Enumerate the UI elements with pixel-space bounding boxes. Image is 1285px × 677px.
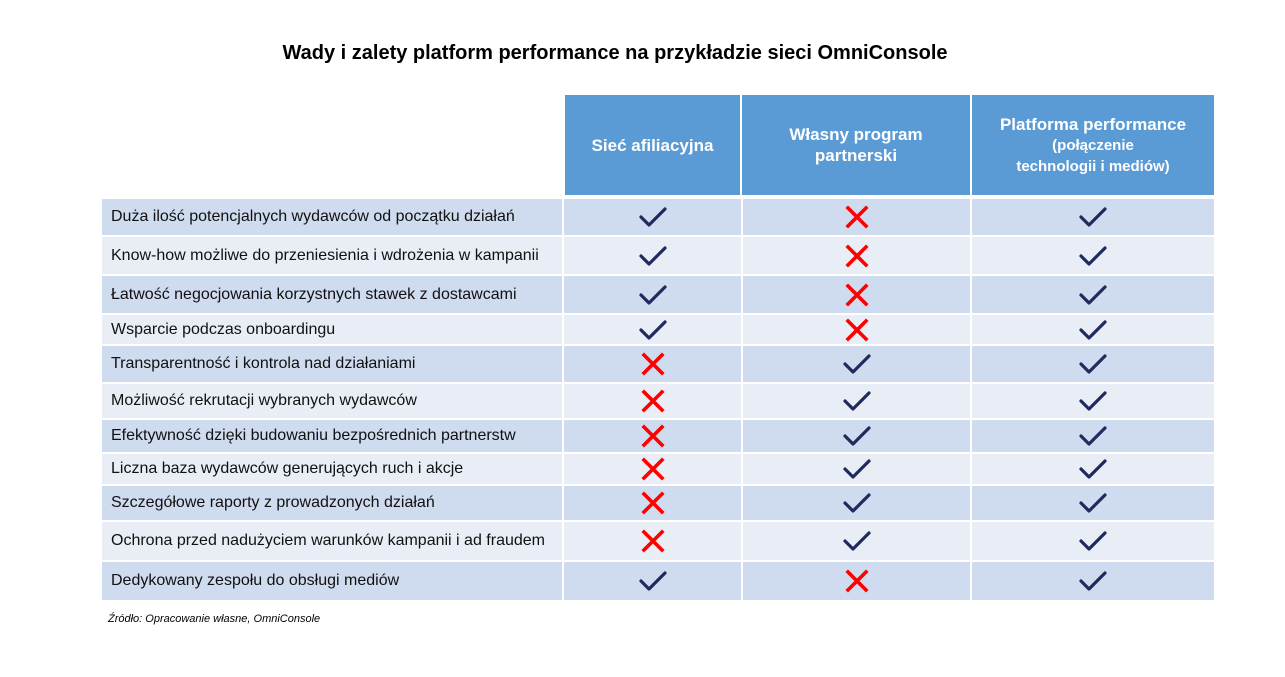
check-icon [842, 389, 872, 413]
table-row: Know-how możliwe do przeniesienia i wdro… [102, 237, 1214, 274]
table-cell [742, 562, 971, 600]
table-cell [564, 346, 741, 382]
cross-icon [845, 569, 869, 593]
table-cell [564, 454, 741, 484]
check-icon [1078, 244, 1108, 268]
cross-icon [640, 424, 665, 448]
page-title: Wady i zalety platform performance na pr… [282, 42, 948, 64]
cross-icon [640, 389, 665, 413]
check-icon [638, 205, 668, 229]
check-icon [638, 283, 668, 307]
table-cell [972, 276, 1214, 313]
table-cell [972, 384, 1214, 418]
column-header-own-program: Własny program partnerski [742, 95, 970, 195]
table-cell [564, 486, 741, 520]
row-label: Transparentność i kontrola nad działania… [102, 346, 563, 382]
table-cell [564, 562, 741, 600]
table-row: Szczegółowe raporty z prowadzonych dział… [102, 486, 1214, 520]
source-note: Źródło: Opracowanie własne, OmniConsole [108, 613, 321, 625]
table-cell [972, 346, 1214, 382]
column-header-affiliate-network: Sieć afiliacyjna [565, 95, 740, 195]
check-icon [1078, 529, 1108, 553]
row-label: Szczegółowe raporty z prowadzonych dział… [102, 486, 563, 520]
table-cell [742, 315, 971, 344]
check-icon [1078, 569, 1108, 593]
table-row: Wsparcie podczas onboardingu [102, 315, 1214, 344]
row-label: Know-how możliwe do przeniesienia i wdro… [102, 237, 563, 274]
table-cell [564, 237, 741, 274]
cross-icon [640, 457, 665, 481]
table-cell [564, 199, 741, 235]
check-icon [638, 569, 668, 593]
cross-icon [640, 352, 665, 376]
table-cell [742, 522, 971, 560]
row-label: Liczna baza wydawców generujących ruch i… [102, 454, 563, 484]
check-icon [1078, 205, 1108, 229]
table-cell [742, 276, 971, 313]
table-cell [972, 420, 1214, 452]
check-icon [842, 529, 872, 553]
row-label: Wsparcie podczas onboardingu [102, 315, 563, 344]
table-row: Duża ilość potencjalnych wydawców od poc… [102, 199, 1214, 235]
check-icon [1078, 457, 1108, 481]
table-cell [972, 237, 1214, 274]
table-row: Łatwość negocjowania korzystnych stawek … [102, 276, 1214, 313]
table-row: Ochrona przed nadużyciem warunków kampan… [102, 522, 1214, 560]
check-icon [842, 491, 872, 515]
check-icon [1078, 318, 1108, 342]
table-cell [972, 199, 1214, 235]
table-row: Dedykowany zespołu do obsługi mediów [102, 562, 1214, 600]
check-icon [842, 457, 872, 481]
table-cell [972, 522, 1214, 560]
row-label: Duża ilość potencjalnych wydawców od poc… [102, 199, 563, 235]
table-cell [564, 315, 741, 344]
table-row: Możliwość rekrutacji wybranych wydawców [102, 384, 1214, 418]
row-label: Dedykowany zespołu do obsługi mediów [102, 562, 563, 600]
cross-icon [845, 243, 869, 268]
row-label: Możliwość rekrutacji wybranych wydawców [102, 384, 563, 418]
table-cell [564, 420, 741, 452]
table-cell [742, 199, 971, 235]
check-icon [638, 318, 668, 342]
table-row: Efektywność dzięki budowaniu bezpośredni… [102, 420, 1214, 452]
cross-icon [640, 529, 665, 553]
column-header-label: Własny program partnerski [789, 125, 923, 165]
column-header-label: Sieć afiliacyjna [591, 135, 714, 155]
table-cell [742, 420, 971, 452]
column-header-label: Platforma performance [999, 114, 1187, 134]
cross-icon [845, 205, 869, 229]
table-cell [972, 454, 1214, 484]
row-label: Efektywność dzięki budowaniu bezpośredni… [102, 420, 563, 452]
check-icon [842, 352, 872, 376]
cross-icon [640, 491, 665, 515]
check-icon [1078, 352, 1108, 376]
check-icon [1078, 491, 1108, 515]
check-icon [842, 424, 872, 448]
table-cell [742, 346, 971, 382]
column-header-sublabel: (połączenie technologii i mediów) [1016, 136, 1170, 175]
check-icon [1078, 389, 1108, 413]
row-label: Łatwość negocjowania korzystnych stawek … [102, 276, 563, 313]
check-icon [1078, 283, 1108, 307]
table-cell [564, 522, 741, 560]
table-cell [742, 237, 971, 274]
cross-icon [845, 282, 869, 307]
table-cell [564, 384, 741, 418]
table-row: Transparentność i kontrola nad działania… [102, 346, 1214, 382]
table-cell [742, 454, 971, 484]
column-header-performance-platform: Platforma performance (połączenie techno… [972, 95, 1214, 195]
cross-icon [845, 317, 869, 342]
row-label: Ochrona przed nadużyciem warunków kampan… [102, 522, 563, 560]
table-cell [972, 315, 1214, 344]
table-cell [972, 562, 1214, 600]
table-cell [564, 276, 741, 313]
check-icon [638, 244, 668, 268]
table-cell [972, 486, 1214, 520]
check-icon [1078, 424, 1108, 448]
table-row: Liczna baza wydawców generujących ruch i… [102, 454, 1214, 484]
table-cell [742, 486, 971, 520]
table-cell [742, 384, 971, 418]
